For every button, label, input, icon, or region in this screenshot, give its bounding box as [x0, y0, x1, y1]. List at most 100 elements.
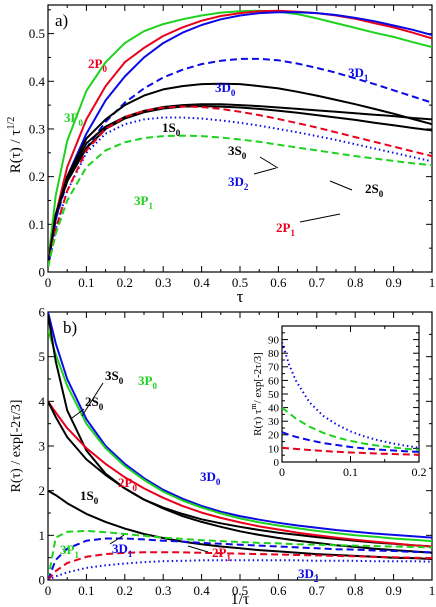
label-b-2s0-main: 2S — [85, 394, 99, 409]
series-group — [282, 341, 419, 456]
x-tick-label: 0.8 — [347, 275, 363, 290]
label-b-3d0-main: 3D — [200, 469, 216, 484]
label-b-3s0-main: 3S — [105, 368, 119, 383]
series-line-2p1 — [282, 446, 419, 456]
x-tick-label: 0.4 — [193, 583, 210, 598]
leader-2s0 — [329, 180, 353, 191]
label-b-2p0-sub: 0 — [132, 483, 137, 493]
label-b-3p0-main: 3P — [138, 373, 153, 388]
x-tick-label: 0.2 — [117, 583, 133, 598]
series-line-3p1 — [48, 529, 432, 580]
x-tick-label: 0.5 — [232, 583, 248, 598]
label-b-3d2-main: 3D — [298, 566, 314, 581]
label-a-1s0-main: 1S — [162, 120, 176, 135]
label-a-3d1-sub: 1 — [364, 73, 369, 83]
label-a-3p1: 3P1 — [134, 193, 153, 211]
y-tick-label: 30 — [268, 416, 280, 428]
x-tick-label: 0.7 — [309, 275, 326, 290]
label-a-2p0-main: 2P — [88, 56, 103, 71]
label-a-2p1-main: 2P — [276, 220, 291, 235]
label-b-3s0-sub: 0 — [119, 376, 124, 386]
label-b-3p1: 3P1 — [60, 542, 79, 560]
leader-b-2s0 — [71, 408, 85, 419]
series-line-2s0 — [48, 400, 432, 554]
x-tick-label: 0.8 — [347, 583, 363, 598]
x-tick-label: 0.2 — [117, 275, 133, 290]
series-line-3p1 — [48, 134, 432, 268]
label-a-2p1: 2P1 — [276, 220, 295, 238]
y-tick-label: 5 — [39, 349, 46, 364]
x-tick-label: 1 — [429, 275, 436, 290]
label-a-3d2: 3D2 — [228, 174, 249, 192]
y-tick-label: 4 — [39, 394, 46, 409]
y-tick-label: 40 — [268, 402, 280, 414]
label-a-3d2-sub: 2 — [244, 182, 249, 192]
y-tick-label: 0.3 — [29, 122, 45, 137]
label-b-3p0-sub: 0 — [152, 381, 157, 391]
label-a-3s0-main: 3S — [228, 143, 242, 158]
label-a-3d0: 3D0 — [215, 80, 236, 98]
x-tick-label: 0 — [279, 465, 285, 479]
series-line-2p0 — [48, 9, 432, 263]
y-tick-label: 50 — [268, 389, 280, 401]
panel-a: 0 0.1 0.2 0.3 0.4 0.5 0.6 0.7 0.8 0.9 1 0 0.1 0.2 0.3 0… — [6, 4, 436, 306]
label-a-2p0: 2P0 — [88, 56, 107, 74]
leader-3s0 — [259, 156, 279, 169]
label-a-3p0-main: 3P — [64, 110, 79, 125]
label-a-3s0: 3S0 — [228, 143, 247, 161]
inset-ylabel: R(τ) τm/ exp[-2τ/3] — [249, 352, 264, 436]
y-tick-label: 0 — [39, 265, 46, 280]
panel-b-xlabel: 1/τ — [231, 591, 250, 607]
y-tick-label: 0.1 — [29, 217, 45, 232]
label-a-3d2-main: 3D — [228, 174, 244, 189]
panel-a-label: a) — [55, 11, 68, 30]
leader-3d2 — [253, 167, 277, 175]
label-b-3p0: 3P0 — [138, 373, 157, 391]
label-b-2p1-main: 2P — [212, 545, 227, 560]
label-b-2p0: 2P0 — [118, 475, 137, 493]
label-a-2s0-main: 2S — [365, 181, 379, 196]
series-line-2p1 — [48, 551, 432, 580]
label-a-2s0-sub: 0 — [379, 189, 384, 199]
x-tick-label: 0.6 — [270, 275, 287, 290]
series-line-3d2 — [282, 341, 419, 449]
series-group — [48, 312, 432, 580]
label-b-3d0-sub: 0 — [216, 477, 221, 487]
series-line-2p0 — [48, 400, 432, 548]
series-line-1s0 — [48, 82, 432, 268]
y-tick-label: 80 — [268, 348, 280, 360]
label-b-1s0-main: 1S — [80, 488, 94, 503]
series-line-3s0 — [48, 103, 432, 268]
label-b-1s0-sub: 0 — [94, 496, 99, 506]
x-tick-label: 0 — [45, 583, 52, 598]
label-a-3d0-sub: 0 — [231, 88, 236, 98]
leader-2p1 — [299, 213, 341, 223]
panel-a-xlabel: τ — [237, 287, 244, 306]
label-b-3d1-sub: 1 — [128, 549, 133, 559]
series-line-3d0 — [48, 312, 432, 539]
label-a-3p0: 3P0 — [64, 110, 83, 128]
leader-b-3d1 — [109, 534, 125, 545]
label-b-2p1-sub: 1 — [226, 553, 231, 563]
y-tick-label: 60 — [268, 375, 280, 387]
label-a-3d1: 3D1 — [348, 65, 369, 83]
x-tick-label: 0.9 — [385, 275, 401, 290]
label-a-3s0-sub: 0 — [242, 151, 247, 161]
x-tick-label: 1 — [429, 583, 436, 598]
x-tick-label: 0.1 — [78, 583, 94, 598]
y-tick-label: 70 — [268, 362, 280, 374]
x-tick-label: 0.1 — [78, 275, 94, 290]
panel-a-ylabel-exponent: 1/2 — [6, 117, 17, 130]
label-b-3d2-sub: 2 — [314, 574, 319, 584]
panel-a-ylabel: R(τ) / τ1/2 — [6, 117, 24, 174]
x-tick-label: 0 — [45, 275, 52, 290]
y-tick-label: 0.5 — [29, 26, 45, 41]
label-a-2s0: 2S0 — [365, 181, 384, 199]
leader-b-2p1 — [187, 545, 209, 553]
y-tick-label: 6 — [39, 305, 46, 320]
label-b-3p1-sub: 1 — [74, 550, 79, 560]
y-tick-label: 3 — [39, 439, 46, 454]
y-tick-label: 0 — [39, 573, 46, 588]
label-b-1s0: 1S0 — [80, 488, 99, 506]
